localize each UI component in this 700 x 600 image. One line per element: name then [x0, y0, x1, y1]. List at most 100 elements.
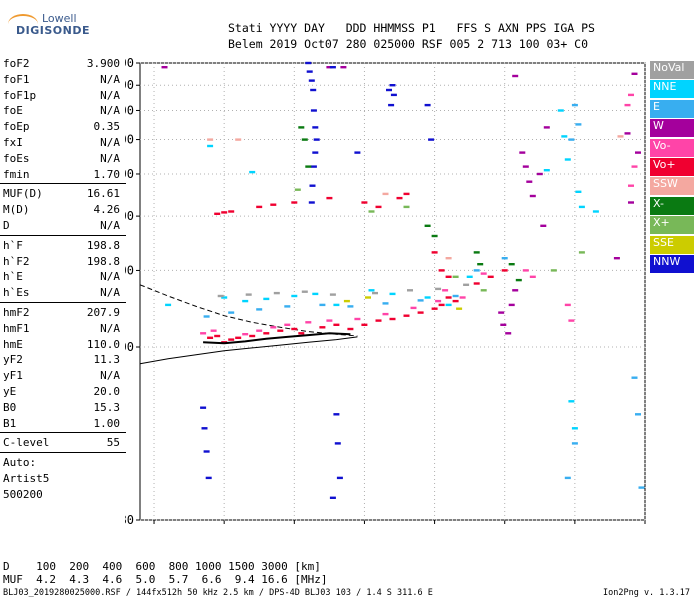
echo-point — [498, 311, 505, 314]
echo-point — [568, 400, 575, 403]
param-value: 1.70 — [93, 167, 121, 181]
echo-point — [613, 257, 620, 260]
echo-point — [305, 321, 312, 324]
echo-point — [543, 126, 550, 129]
echo-point — [310, 165, 317, 168]
echo-point — [334, 442, 341, 445]
echo-point — [435, 287, 442, 291]
echo-point — [375, 205, 382, 209]
param-name: D — [3, 218, 10, 232]
param-value: N/A — [100, 286, 120, 300]
echo-point — [326, 66, 333, 69]
echo-point — [466, 275, 473, 278]
param-name: foF1 — [3, 72, 30, 86]
echo-point — [228, 311, 235, 314]
echo-point — [326, 319, 333, 322]
echo-point — [512, 74, 519, 78]
legend-item: SSW — [650, 177, 694, 196]
param-value: N/A — [100, 218, 120, 232]
echo-point — [557, 109, 564, 112]
param-separator — [0, 432, 126, 434]
echo-point — [505, 332, 512, 335]
parameter-panel: foF2 3.900 foF1 N/A foF1p N/A foE N/A foEp 0.35 fx… — [0, 56, 126, 503]
y-tick-label: 600 — [125, 133, 134, 147]
echo-point — [249, 170, 256, 174]
echo-point — [207, 144, 214, 148]
echo-point — [628, 201, 634, 204]
param-row: B0 15.3 — [0, 400, 126, 416]
param-value: N/A — [100, 135, 120, 149]
echo-point — [308, 79, 315, 82]
param-value: 11.3 — [93, 353, 121, 367]
param-name: h`F2 — [3, 254, 30, 268]
param-value: 15.3 — [93, 400, 121, 414]
echo-point — [431, 307, 438, 310]
echo-point — [310, 109, 317, 112]
echo-point — [389, 317, 396, 321]
echo-point — [631, 165, 638, 168]
param-row: yF1 N/A — [0, 368, 126, 384]
echo-point — [214, 212, 221, 215]
echo-point — [333, 303, 340, 307]
echo-point — [301, 138, 308, 141]
echo-point — [306, 70, 313, 73]
param-row: h`E N/A — [0, 269, 126, 285]
file-info-footer: BLJ03_2019280025000.RSF / 144fx512h 50 k… — [3, 588, 433, 598]
echo-point — [473, 282, 480, 285]
echo-point — [333, 323, 340, 326]
param-value: N/A — [100, 321, 120, 335]
param-name: h`F — [3, 238, 23, 252]
param-name: M(D) — [3, 203, 30, 217]
echo-point — [526, 180, 533, 183]
header-values: Belem 2019 Oct07 280 025000 RSF 005 2 71… — [228, 37, 589, 51]
echo-point — [571, 427, 578, 430]
param-row: yF2 11.3 — [0, 352, 126, 368]
param-name: hmF1 — [3, 321, 30, 335]
echo-point — [343, 299, 350, 303]
param-name: foEp — [3, 120, 30, 134]
param-row: hmF1 N/A — [0, 321, 126, 337]
echo-point — [445, 296, 452, 299]
echo-point — [403, 205, 410, 209]
echo-point — [501, 269, 508, 272]
echo-point — [635, 413, 641, 416]
param-value: N/A — [100, 104, 120, 118]
echo-point — [568, 319, 575, 322]
echo-point — [270, 326, 277, 329]
echo-point — [438, 303, 445, 307]
echo-point — [396, 196, 403, 200]
param-row: yE 20.0 — [0, 384, 126, 400]
echo-point — [294, 188, 301, 191]
echo-point — [431, 251, 438, 254]
muf-distance-row: D 100 200 400 600 800 1000 1500 3000 [km… — [3, 560, 321, 573]
param-value: 16.61 — [86, 187, 120, 201]
echo-point — [515, 278, 522, 282]
param-name: MUF(D) — [3, 187, 43, 201]
param-name: yF2 — [3, 353, 23, 367]
param-row: hmE 110.0 — [0, 337, 126, 353]
legend-item: E — [650, 99, 694, 118]
echo-point — [256, 205, 263, 209]
ionogram-chart: 1234567880200300400500600700800900 — [125, 56, 646, 525]
echo-point — [463, 283, 470, 286]
echo-point — [536, 172, 543, 176]
echo-point — [305, 61, 312, 65]
auto-label: Auto: — [3, 456, 37, 470]
echo-point — [228, 338, 235, 341]
param-name: foE — [3, 104, 23, 118]
station-header: Stati YYYY DAY DDD HHMMSS P1 FFS S AXN P… — [228, 20, 595, 52]
echo-point — [291, 327, 298, 331]
param-separator — [0, 452, 126, 454]
echo-point — [319, 303, 326, 307]
echo-point — [529, 275, 536, 278]
echo-point — [459, 296, 466, 299]
legend-item: NNE — [650, 80, 694, 99]
echo-point — [529, 194, 536, 198]
echo-point — [161, 66, 168, 69]
echo-point — [256, 329, 263, 332]
echo-point — [217, 294, 224, 298]
echo-point — [456, 307, 463, 310]
param-value: N/A — [100, 88, 120, 102]
echo-point — [165, 303, 172, 307]
echo-point — [390, 93, 397, 97]
